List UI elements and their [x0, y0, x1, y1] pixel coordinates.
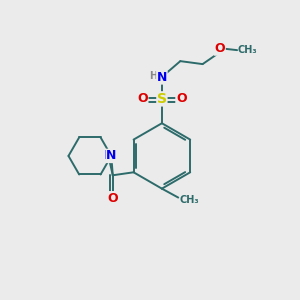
- Text: O: O: [214, 42, 225, 55]
- Text: S: S: [157, 92, 167, 106]
- Text: O: O: [107, 192, 118, 205]
- Text: N: N: [157, 71, 167, 84]
- Text: CH₃: CH₃: [238, 45, 257, 55]
- Text: O: O: [176, 92, 187, 105]
- Text: O: O: [137, 92, 148, 105]
- Text: H: H: [149, 71, 158, 81]
- Text: N: N: [106, 149, 116, 162]
- Text: CH₃: CH₃: [180, 195, 199, 205]
- Text: N: N: [104, 149, 114, 162]
